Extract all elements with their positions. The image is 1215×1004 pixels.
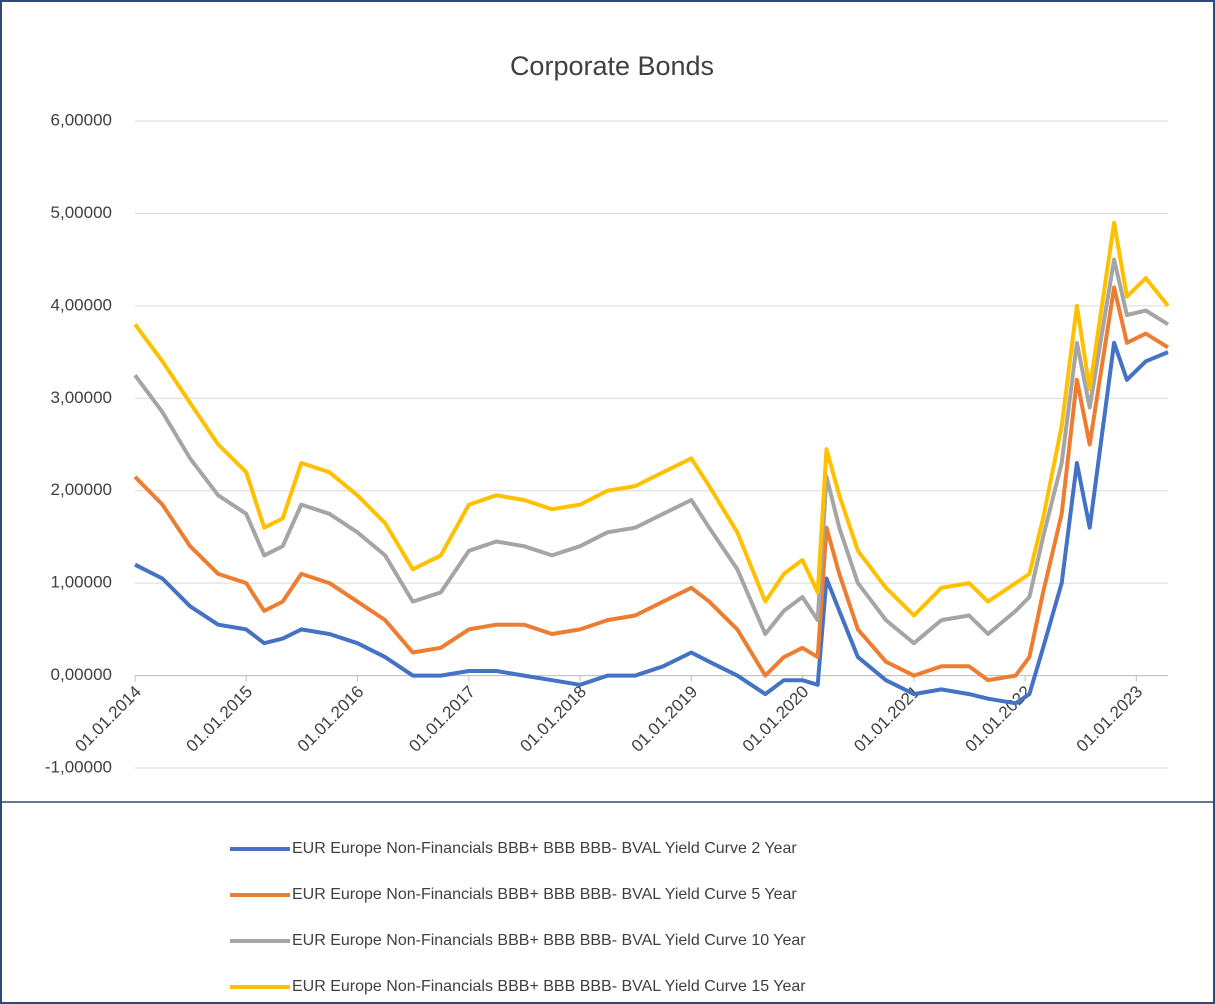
series-line: [133, 220, 1170, 618]
y-tick-label: 0,00000: [51, 665, 112, 684]
series-line: [134, 340, 1169, 706]
legend-label: EUR Europe Non-Financials BBB+ BBB BBB- …: [292, 932, 806, 949]
y-tick-label: 4,00000: [51, 295, 112, 314]
legend-label: EUR Europe Non-Financials BBB+ BBB BBB- …: [292, 840, 797, 857]
series-line: [133, 257, 1170, 646]
y-tick-label: 5,00000: [51, 203, 112, 222]
y-tick-label: 1,00000: [51, 573, 112, 592]
series-line: [133, 285, 1170, 683]
y-tick-label: -1,00000: [45, 757, 112, 776]
y-tick-label: 6,00000: [51, 110, 112, 129]
y-tick-label: 2,00000: [51, 480, 112, 499]
legend-label: EUR Europe Non-Financials BBB+ BBB BBB- …: [292, 978, 806, 995]
chart-title: Corporate Bonds: [510, 51, 714, 81]
y-tick-label: 3,00000: [51, 388, 112, 407]
legend-label: EUR Europe Non-Financials BBB+ BBB BBB- …: [292, 886, 797, 903]
